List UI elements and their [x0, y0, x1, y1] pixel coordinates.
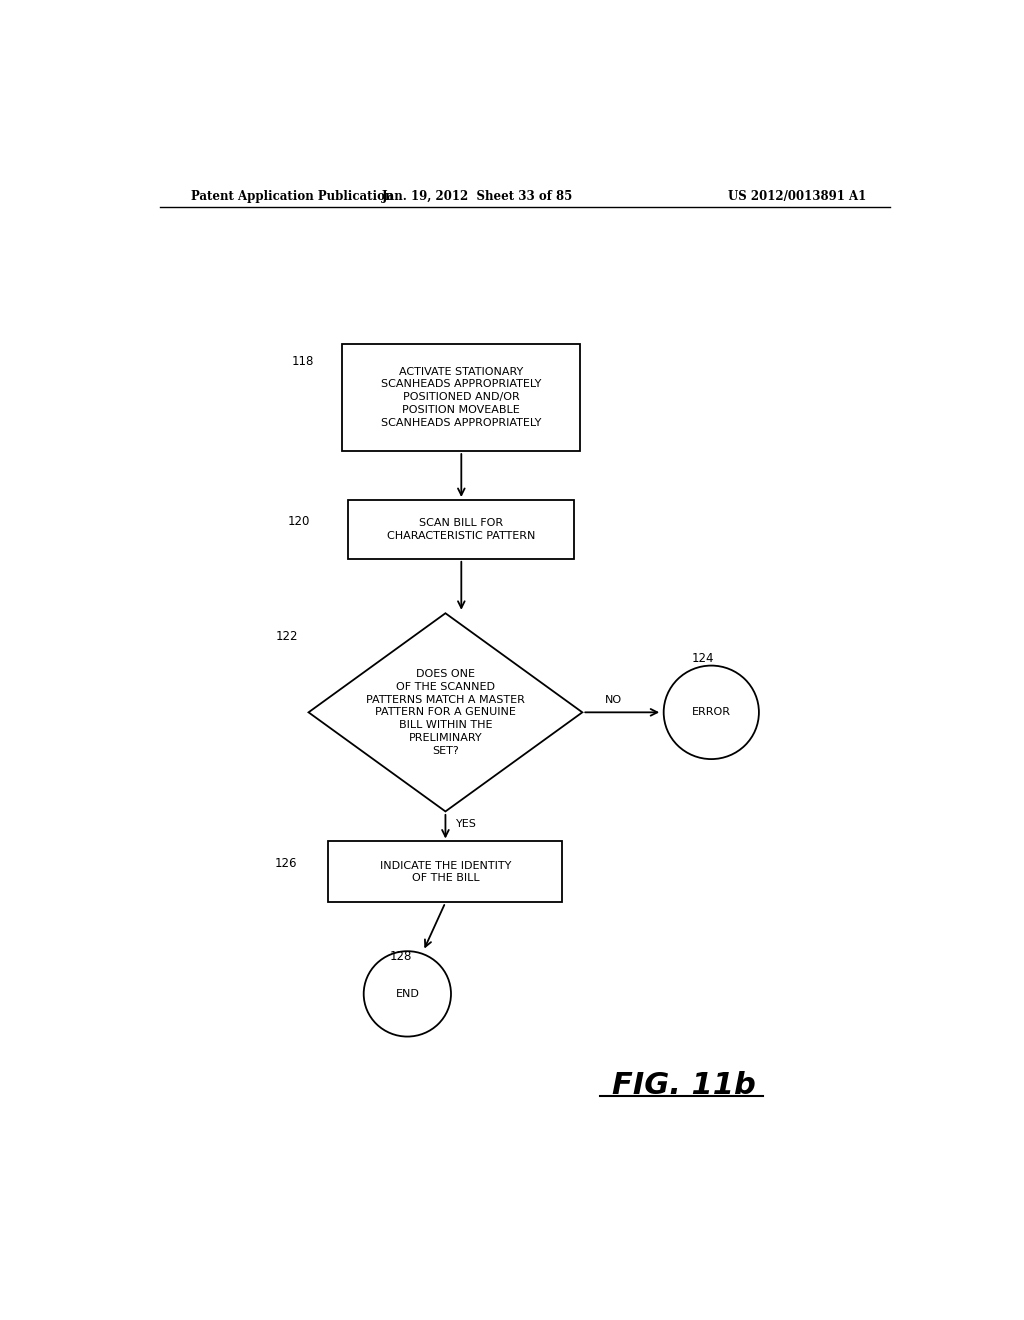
- Text: END: END: [395, 989, 419, 999]
- Text: NO: NO: [605, 696, 623, 705]
- Text: Patent Application Publication: Patent Application Publication: [191, 190, 394, 202]
- Ellipse shape: [664, 665, 759, 759]
- Text: YES: YES: [456, 820, 476, 829]
- Text: 122: 122: [276, 630, 299, 643]
- FancyBboxPatch shape: [348, 500, 574, 558]
- Text: ACTIVATE STATIONARY
SCANHEADS APPROPRIATELY
POSITIONED AND/OR
POSITION MOVEABLE
: ACTIVATE STATIONARY SCANHEADS APPROPRIAT…: [381, 367, 542, 428]
- Text: SCAN BILL FOR
CHARACTERISTIC PATTERN: SCAN BILL FOR CHARACTERISTIC PATTERN: [387, 517, 536, 541]
- Text: FIG. 11b: FIG. 11b: [611, 1071, 756, 1100]
- FancyBboxPatch shape: [329, 841, 562, 903]
- Text: 120: 120: [288, 515, 310, 528]
- Text: INDICATE THE IDENTITY
OF THE BILL: INDICATE THE IDENTITY OF THE BILL: [380, 861, 511, 883]
- FancyBboxPatch shape: [342, 345, 581, 450]
- Text: ERROR: ERROR: [692, 708, 731, 717]
- Text: 126: 126: [274, 857, 297, 870]
- Polygon shape: [308, 614, 583, 812]
- Text: 118: 118: [292, 355, 314, 368]
- Text: 128: 128: [390, 950, 413, 962]
- Text: DOES ONE
OF THE SCANNED
PATTERNS MATCH A MASTER
PATTERN FOR A GENUINE
BILL WITHI: DOES ONE OF THE SCANNED PATTERNS MATCH A…: [366, 669, 525, 756]
- Text: Jan. 19, 2012  Sheet 33 of 85: Jan. 19, 2012 Sheet 33 of 85: [382, 190, 572, 202]
- Ellipse shape: [364, 952, 451, 1036]
- Text: 124: 124: [691, 652, 714, 665]
- Text: US 2012/0013891 A1: US 2012/0013891 A1: [728, 190, 866, 202]
